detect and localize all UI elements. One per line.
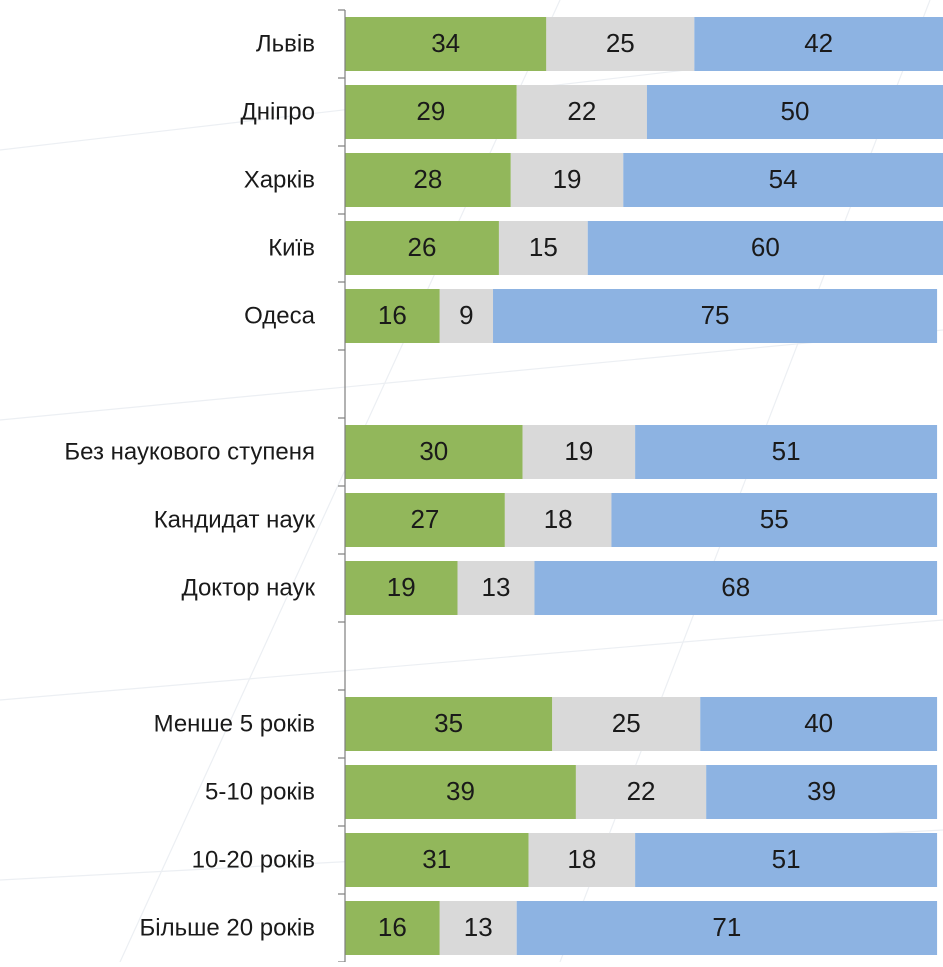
bar-segment-4-1 [439,289,494,343]
data-label-0-2: 42 [804,28,833,58]
data-label-2-2: 54 [769,164,798,194]
bar-segment-7-1 [504,493,612,547]
data-label-8-1: 13 [482,572,511,602]
bar-segment-0-0 [345,17,547,71]
bar-segment-1-0 [345,85,517,139]
data-label-12-0: 31 [422,844,451,874]
data-label-13-1: 13 [464,912,493,942]
bar-segment-1-1 [516,85,647,139]
bar-segment-10-0 [345,697,553,751]
data-label-6-1: 19 [564,436,593,466]
category-label-13: Більше 20 років [140,914,316,941]
bar-segment-8-0 [345,561,458,615]
bar-segment-8-1 [457,561,535,615]
category-label-8: Доктор наук [181,574,315,601]
bar-segment-10-1 [552,697,701,751]
data-label-0-1: 25 [606,28,635,58]
bar-segment-3-2 [587,221,943,275]
data-label-10-2: 40 [804,708,833,738]
bar-segment-4-0 [345,289,440,343]
category-label-2: Харків [244,166,315,193]
bar-segment-6-1 [522,425,636,479]
data-label-3-1: 15 [529,232,558,262]
data-label-12-2: 51 [772,844,801,874]
data-label-2-1: 19 [553,164,582,194]
data-label-1-1: 22 [567,96,596,126]
bar-segment-13-2 [516,901,938,955]
bar-segment-3-1 [498,221,588,275]
data-label-11-2: 39 [807,776,836,806]
data-label-11-1: 22 [627,776,656,806]
data-label-1-0: 29 [416,96,445,126]
data-label-1-2: 50 [781,96,810,126]
bar-segment-2-2 [623,153,943,207]
data-label-3-2: 60 [751,232,780,262]
data-label-13-2: 71 [712,912,741,942]
bar-segment-12-1 [528,833,636,887]
bar-segment-7-2 [611,493,938,547]
data-label-10-1: 25 [612,708,641,738]
background-line-1 [0,329,943,421]
category-label-0: Львів [256,30,315,57]
category-label-12: 10-20 років [192,846,315,873]
category-label-10: Менше 5 років [154,710,315,737]
category-label-7: Кандидат наук [154,506,316,533]
data-label-11-0: 39 [446,776,475,806]
bar-segment-6-0 [345,425,523,479]
bar-segment-10-2 [700,697,938,751]
bar-segment-12-0 [345,833,529,887]
bar-segment-7-0 [345,493,505,547]
data-label-7-1: 18 [544,504,573,534]
bar-segment-1-2 [646,85,943,139]
data-label-6-0: 30 [419,436,448,466]
bar-segment-8-2 [534,561,938,615]
data-label-12-1: 18 [567,844,596,874]
bar-segment-2-0 [345,153,511,207]
data-label-4-1: 9 [459,300,473,330]
data-label-0-0: 34 [431,28,460,58]
data-label-7-0: 27 [410,504,439,534]
bar-segment-0-2 [694,17,943,71]
data-label-3-0: 26 [408,232,437,262]
bar-segment-11-2 [706,765,938,819]
data-label-2-0: 28 [413,164,442,194]
bar-segment-3-0 [345,221,499,275]
data-label-4-0: 16 [378,300,407,330]
category-label-4: Одеса [244,302,315,329]
category-label-3: Київ [268,234,315,261]
data-label-4-2: 75 [701,300,730,330]
data-label-8-2: 68 [721,572,750,602]
bar-segment-13-0 [345,901,440,955]
data-label-13-0: 16 [378,912,407,942]
data-label-8-0: 19 [387,572,416,602]
data-label-7-2: 55 [760,504,789,534]
category-label-1: Дніпро [240,98,315,125]
bar-segment-0-1 [546,17,695,71]
bar-segment-11-0 [345,765,576,819]
bar-segment-2-1 [510,153,624,207]
category-label-11: 5-10 років [205,778,315,805]
bar-segment-13-1 [439,901,517,955]
data-label-10-0: 35 [434,708,463,738]
bar-segment-4-2 [493,289,938,343]
category-label-6: Без наукового ступеня [64,438,315,465]
background-line-2 [0,619,943,701]
bar-segment-12-2 [635,833,938,887]
bar-segment-11-1 [575,765,707,819]
bar-segment-6-2 [635,425,938,479]
data-label-6-2: 51 [772,436,801,466]
